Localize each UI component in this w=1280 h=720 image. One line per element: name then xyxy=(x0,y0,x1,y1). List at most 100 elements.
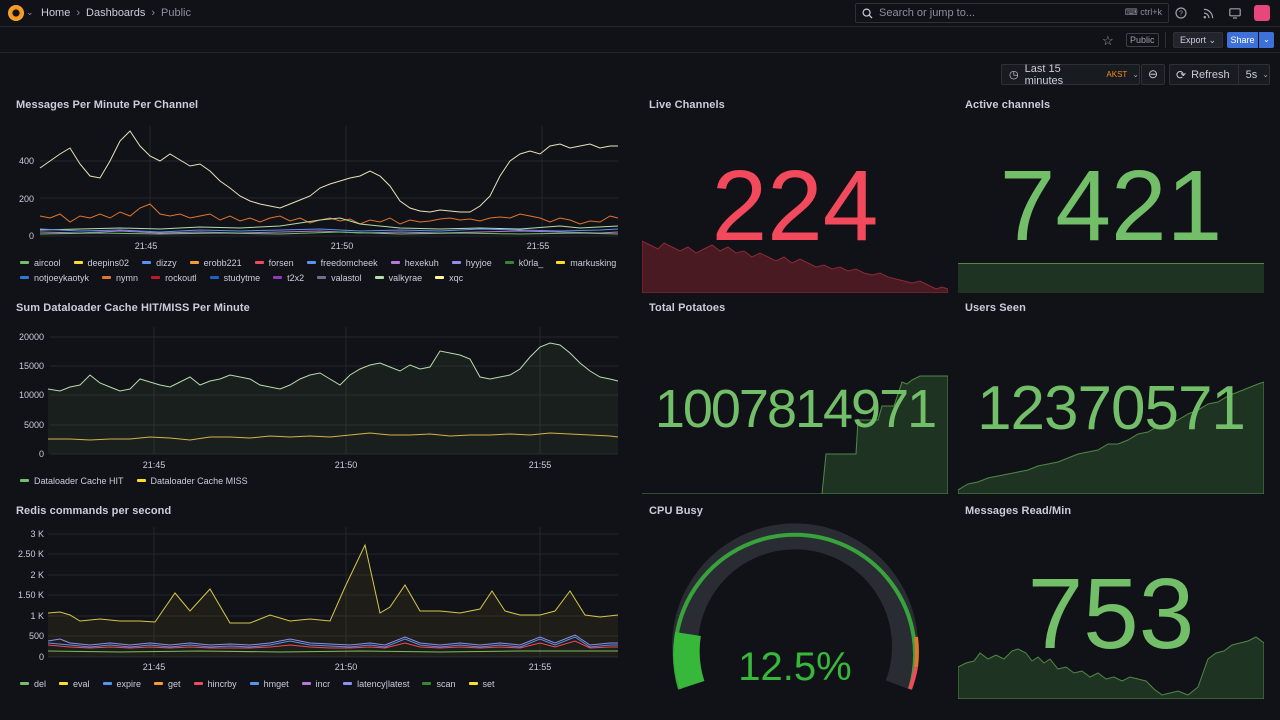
legend-item[interactable]: valkyrae xyxy=(374,271,422,284)
legend-swatch xyxy=(556,261,566,264)
search-input[interactable]: Search or jump to... ⌨ ctrl+k xyxy=(855,3,1169,23)
panel-active-channels[interactable]: Active channels 7421 xyxy=(958,91,1265,293)
legend-label: eval xyxy=(73,678,90,689)
legend-item[interactable]: Dataloader Cache MISS xyxy=(136,474,248,487)
help-icon[interactable]: ? xyxy=(1173,5,1189,21)
grafana-logo-icon[interactable] xyxy=(8,5,24,21)
legend-label: notjoeykaotyk xyxy=(34,272,90,283)
legend-item[interactable]: erobb221 xyxy=(189,256,242,269)
legend-item[interactable]: del xyxy=(20,677,46,690)
legend-label: expire xyxy=(116,678,142,689)
chevron-down-icon[interactable]: ⌄ xyxy=(26,7,34,17)
legend-item[interactable]: scan xyxy=(422,677,456,690)
breadcrumb-home[interactable]: Home xyxy=(41,7,71,19)
share-button[interactable]: Share xyxy=(1227,32,1258,48)
legend-item[interactable]: k0rla_ xyxy=(504,256,544,269)
legend-item[interactable]: Dataloader Cache HIT xyxy=(20,474,124,487)
legend-swatch xyxy=(193,682,203,685)
gauge-threshold-red xyxy=(908,666,918,690)
legend-label: scan xyxy=(436,678,456,689)
legend-label: xqc xyxy=(449,272,464,283)
export-button-label: Export xyxy=(1180,35,1207,45)
legend-item[interactable]: t2x2 xyxy=(273,271,304,284)
chevron-down-icon: ⌄ xyxy=(1262,70,1269,79)
series-line-erobb221 xyxy=(39,203,619,225)
panel-messages-per-minute[interactable]: Messages Per Minute Per Channel 400 200 … xyxy=(0,91,634,291)
panel-title: Active channels xyxy=(965,99,1051,111)
series-line-aircool xyxy=(39,231,619,235)
legend-label: studytme xyxy=(223,272,261,283)
breadcrumb-current: Public xyxy=(161,7,191,19)
legend-item[interactable]: xqc xyxy=(435,271,463,284)
search-placeholder: Search or jump to... xyxy=(879,7,975,19)
legend-item[interactable]: aircool xyxy=(20,256,61,269)
live-channels-sparkline xyxy=(642,240,948,293)
legend-item[interactable]: valastol xyxy=(317,271,362,284)
breadcrumb-separator-icon: › xyxy=(151,7,156,19)
legend-swatch xyxy=(273,276,283,279)
user-avatar[interactable] xyxy=(1254,5,1270,21)
panel-title: Redis commands per second xyxy=(16,505,172,517)
time-range-picker[interactable]: ◷ Last 15 minutes AKST ⌄ xyxy=(1001,63,1140,87)
legend-item[interactable]: incr xyxy=(301,677,330,690)
panel-title: Live Channels xyxy=(649,99,725,111)
legend-label: del xyxy=(34,678,47,689)
share-dropdown-icon[interactable]: ⌄ xyxy=(1259,32,1274,48)
legend-swatch xyxy=(301,682,311,685)
legend-item[interactable]: hincrby xyxy=(193,677,237,690)
monitor-icon[interactable] xyxy=(1227,5,1243,21)
legend-item[interactable]: forsen xyxy=(254,256,294,269)
legend-item[interactable]: hmget xyxy=(249,677,289,690)
clock-icon: ◷ xyxy=(1009,69,1019,81)
series-line-cache-hit xyxy=(47,342,619,392)
legend-label: k0rla_ xyxy=(518,257,544,268)
legend-swatch xyxy=(20,276,29,279)
panel-redis-commands[interactable]: Redis commands per second 3 K 2.50 K 2 K… xyxy=(0,497,634,707)
search-shortcut: ⌨ ctrl+k xyxy=(1124,7,1162,17)
dashboard-toolbar xyxy=(0,28,1280,53)
legend-label: hexekuh xyxy=(404,257,439,268)
legend-item[interactable]: notjoeykaotyk xyxy=(20,271,89,284)
y-tick: 20000 xyxy=(19,332,44,342)
breadcrumb-dashboards[interactable]: Dashboards xyxy=(86,7,146,19)
legend-swatch xyxy=(451,261,461,264)
refresh-interval[interactable]: 5s xyxy=(1245,68,1258,81)
panel-total-potatoes[interactable]: Total Potatoes 1007814971 xyxy=(642,294,949,496)
legend-item[interactable]: get xyxy=(154,677,181,690)
legend-item[interactable]: freedomcheek xyxy=(306,256,378,269)
legend-item[interactable]: nymn xyxy=(102,271,138,284)
rss-feed-icon[interactable] xyxy=(1200,5,1216,21)
legend-item[interactable]: markusking xyxy=(556,256,616,269)
panel-cpu-busy[interactable]: CPU Busy 12.5% xyxy=(642,497,949,707)
zoom-out-button[interactable]: ⊖ xyxy=(1141,64,1165,85)
panel-users-seen[interactable]: Users Seen 12370571 xyxy=(958,294,1265,496)
redis-legend: del eval expire get hincrby hmget incr latency|… xyxy=(20,677,620,690)
legend-item[interactable]: set xyxy=(468,677,495,690)
panel-messages-read[interactable]: Messages Read/Min 753 xyxy=(958,497,1265,707)
legend-item[interactable]: eval xyxy=(59,677,90,690)
legend-swatch xyxy=(59,682,69,685)
legend-item[interactable]: hyyjoe xyxy=(451,256,492,269)
y-tick: 400 xyxy=(19,156,34,166)
legend-item[interactable]: studytme xyxy=(209,271,261,284)
legend-item[interactable]: rockoutl xyxy=(151,271,197,284)
export-button[interactable]: Export ⌄ xyxy=(1173,32,1224,48)
legend-label: hyyjoe xyxy=(465,257,492,268)
legend-label: t2x2 xyxy=(287,272,305,283)
series-line-xqc xyxy=(39,130,618,213)
active-channels-sparkline xyxy=(958,263,1264,293)
x-tick: 21:45 xyxy=(143,662,166,672)
legend-item[interactable]: latency|latest xyxy=(343,677,409,690)
gauge-threshold-green xyxy=(673,532,917,690)
active-channels-value: 7421 xyxy=(999,150,1223,262)
star-icon[interactable]: ☆ xyxy=(1102,33,1114,48)
legend-item[interactable]: hexekuh xyxy=(390,256,439,269)
panel-dataloader-cache[interactable]: Sum Dataloader Cache HIT/MISS Per Minute… xyxy=(0,294,634,494)
legend-item[interactable]: dizzy xyxy=(142,256,177,269)
legend-item[interactable]: expire xyxy=(102,677,142,690)
legend-item[interactable]: deepins02 xyxy=(73,256,129,269)
panel-live-channels[interactable]: Live Channels 224 xyxy=(642,91,949,293)
legend-swatch xyxy=(343,682,353,685)
refresh-button[interactable]: ⟳ Refresh 5s ⌄ xyxy=(1169,64,1270,85)
top-icons: ? xyxy=(1173,5,1270,21)
